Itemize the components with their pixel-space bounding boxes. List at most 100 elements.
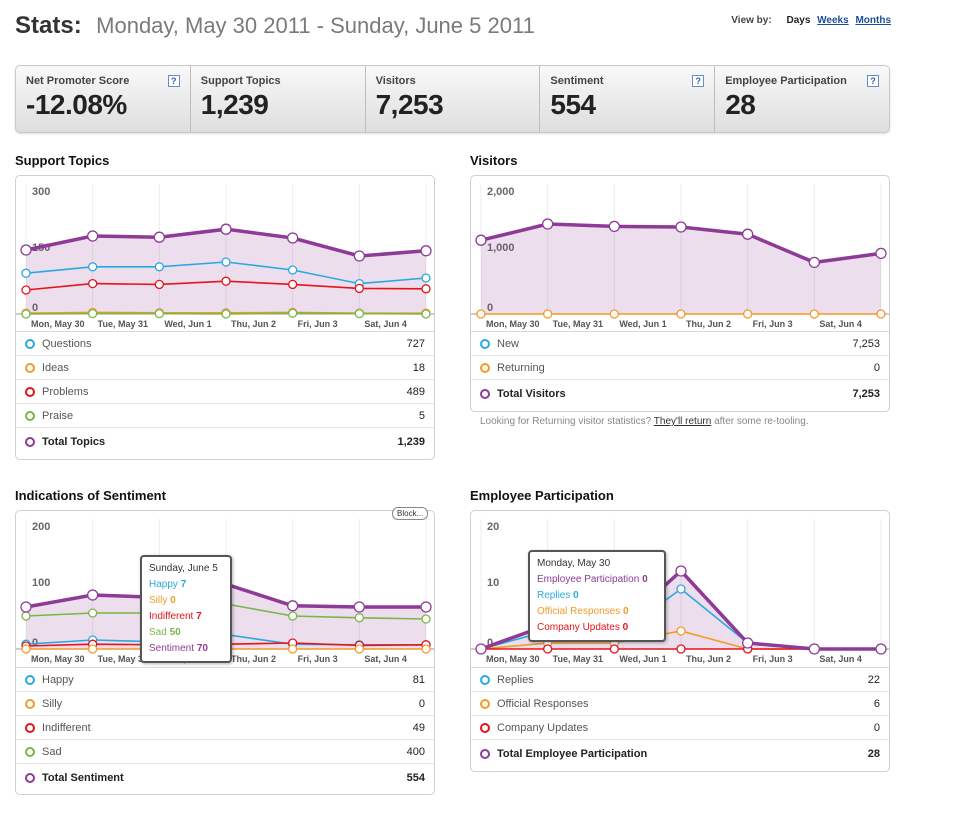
problems-point — [221, 276, 231, 286]
tooltip-title: Sunday, June 5 — [149, 563, 218, 574]
sad-point — [354, 613, 364, 623]
problems-point — [288, 279, 298, 290]
legend-row-new[interactable]: New 7,253 — [471, 331, 889, 355]
legend-label: Company Updates — [497, 721, 589, 734]
x-tick-label: Tue, May 31 — [553, 319, 603, 329]
company-updates-point — [676, 644, 686, 654]
questions-point — [288, 265, 298, 275]
total-employee-participation-point — [808, 643, 820, 655]
sad-point — [21, 611, 31, 621]
legend-value: 7,253 — [852, 387, 880, 400]
legend-label: Sad — [42, 745, 62, 758]
legend-row-total-employee-participation[interactable]: Total Employee Participation 28 — [471, 739, 889, 767]
total-visitors-point — [875, 247, 887, 260]
kpi-value: 554 — [550, 89, 596, 120]
legend-row-ideas[interactable]: Ideas 18 — [16, 355, 434, 379]
tooltip-label: Silly — [149, 595, 168, 606]
tooltip-label: Employee Participation — [537, 574, 640, 585]
legend-row-sad[interactable]: Sad 400 — [16, 739, 434, 763]
kpi-label: Net Promoter Score — [26, 75, 130, 87]
legend-row-indifferent[interactable]: Indifferent 49 — [16, 715, 434, 739]
praise-point — [154, 308, 164, 319]
legend-value: 0 — [873, 721, 880, 734]
sad-point — [88, 608, 98, 618]
total-topics-point — [287, 232, 299, 244]
total-sentiment-point — [287, 600, 299, 612]
official-responses-dot-icon — [480, 698, 490, 709]
total-dot-icon — [25, 772, 35, 783]
tooltip-label: Happy — [149, 579, 178, 590]
legend-row-praise[interactable]: Praise 5 — [16, 403, 434, 427]
silly-point — [21, 644, 31, 654]
tooltip-label: Sentiment — [149, 643, 195, 654]
tooltip-row-replies: Replies 0 — [537, 588, 657, 604]
legend-value: 554 — [406, 771, 425, 784]
visitors-title: Visitors — [470, 153, 518, 168]
view-days-option[interactable]: Days — [786, 15, 811, 26]
kpi-visitors: Visitors 7,253 — [366, 66, 541, 132]
legend-row-silly[interactable]: Silly 0 — [16, 691, 434, 715]
theyll-return-link[interactable]: They'll return — [653, 416, 712, 427]
legend-label: Silly — [42, 697, 63, 710]
replies-dot-icon — [480, 674, 490, 685]
y-tick-label: 300 — [32, 186, 50, 198]
legend-row-official-responses[interactable]: Official Responses 6 — [471, 691, 889, 715]
total-topics-point — [420, 245, 432, 257]
employee-participation-legend: Replies 22 Official Responses 6 Company … — [471, 667, 889, 767]
help-icon[interactable]: ? — [692, 75, 705, 87]
legend-value: 28 — [867, 747, 880, 760]
legend-value: 18 — [412, 361, 425, 374]
tooltip-value: 70 — [196, 643, 208, 654]
x-tick-label: Thu, Jun 2 — [231, 654, 276, 664]
total-visitors-point — [675, 221, 687, 233]
tooltip-label: Company Updates — [537, 622, 620, 633]
legend-row-problems[interactable]: Problems 489 — [16, 379, 434, 403]
returning-point — [476, 309, 486, 319]
kpi-value: -12.08% — [26, 89, 127, 120]
new-dot-icon — [480, 338, 490, 349]
date-range: Monday, May 30 2011 - Sunday, June 5 201… — [96, 13, 535, 38]
praise-point — [221, 309, 231, 319]
tooltip-row-happy: Happy 7 — [149, 577, 223, 593]
total-dot-icon — [480, 388, 490, 399]
legend-label: Replies — [497, 673, 534, 686]
tooltip-label: Sad — [149, 627, 167, 638]
total-topics-point — [153, 231, 165, 243]
block-button[interactable]: Block... — [392, 507, 429, 520]
kpi-value: 7,253 — [375, 89, 444, 120]
sentiment-legend: Happy 81 Silly 0 Indifferent 49 Sad 400 … — [16, 667, 434, 791]
legend-row-total-topics[interactable]: Total Topics 1,239 — [16, 427, 434, 455]
legend-row-returning[interactable]: Returning 0 — [471, 355, 889, 379]
legend-row-replies[interactable]: Replies 22 — [471, 667, 889, 691]
problems-point — [88, 278, 98, 289]
y-tick-label: 100 — [32, 577, 50, 589]
praise-point — [21, 309, 31, 319]
kpi-sentiment: Sentiment 554 ? — [540, 66, 716, 132]
kpi-employee-participation: Employee Participation 28 ? — [715, 66, 889, 132]
view-months-link[interactable]: Months — [855, 15, 891, 26]
view-weeks-link[interactable]: Weeks — [817, 15, 849, 26]
company-updates-dot-icon — [480, 722, 490, 733]
employee-tooltip: Monday, May 30 Employee Participation 0 … — [528, 550, 666, 642]
sad-point — [288, 611, 298, 621]
x-tick-label: Sat, Jun 4 — [364, 319, 407, 329]
tooltip-row-company-updates: Company Updates 0 — [537, 620, 657, 636]
legend-value: 22 — [867, 673, 880, 686]
y-tick-label: 1,000 — [487, 242, 515, 254]
total-topics-point — [20, 244, 32, 256]
silly-point — [88, 644, 98, 654]
legend-value: 489 — [406, 385, 425, 398]
help-icon[interactable]: ? — [167, 75, 180, 87]
problems-dot-icon — [25, 386, 35, 397]
questions-point — [21, 268, 31, 278]
legend-row-total-sentiment[interactable]: Total Sentiment 554 — [16, 763, 434, 791]
y-tick-label: 0 — [487, 637, 493, 649]
kpi-net-promoter-score: Net Promoter Score -12.08% ? — [16, 66, 191, 132]
note-suffix: after some re-tooling. — [714, 416, 809, 427]
legend-row-total-visitors[interactable]: Total Visitors 7,253 — [471, 379, 889, 407]
legend-label: Total Visitors — [497, 387, 566, 400]
help-icon[interactable]: ? — [866, 75, 879, 87]
legend-row-company-updates[interactable]: Company Updates 0 — [471, 715, 889, 739]
legend-row-questions[interactable]: Questions 727 — [16, 331, 434, 355]
legend-row-happy[interactable]: Happy 81 — [16, 667, 434, 691]
